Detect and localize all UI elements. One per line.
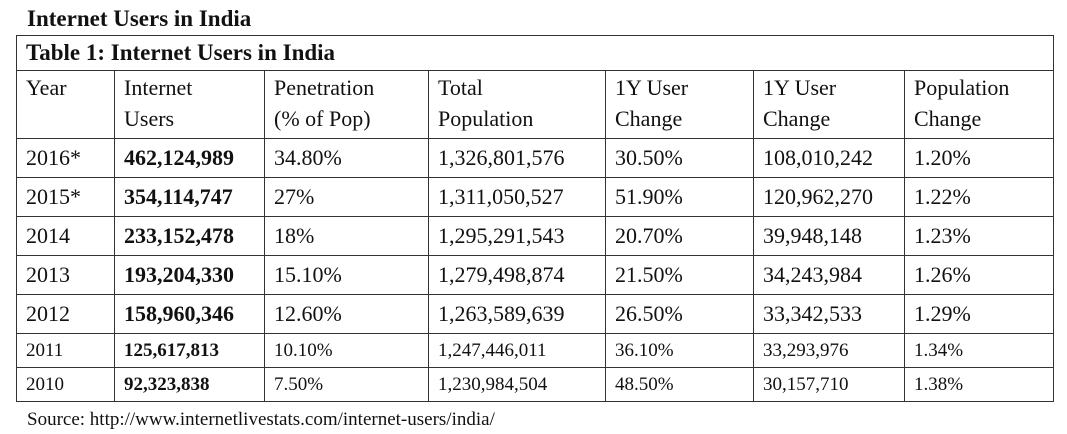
cell-user-change-pct: 48.50% — [605, 367, 754, 402]
cell-year: 2014 — [16, 216, 115, 256]
cell-user-change-pct: 30.50% — [605, 138, 754, 178]
cell-user-change-pct: 26.50% — [605, 294, 754, 334]
cell-user-change: 33,342,533 — [753, 294, 905, 334]
cell-internet-users: 462,124,989 — [114, 138, 265, 178]
cell-year: 2012 — [16, 294, 115, 334]
cell-total-population: 1,247,446,011 — [428, 333, 606, 368]
column-header-total-population: Total Population — [428, 70, 606, 139]
table-row: 2013 193,204,330 15.10% 1,279,498,874 21.50%… — [16, 255, 1054, 295]
cell-population-change: 1.34% — [904, 333, 1054, 368]
cell-internet-users: 193,204,330 — [114, 255, 265, 295]
cell-population-change: 1.23% — [904, 216, 1054, 256]
column-header-population-change: Population Change — [904, 70, 1054, 139]
cell-internet-users: 158,960,346 — [114, 294, 265, 334]
cell-population-change: 1.29% — [904, 294, 1054, 334]
cell-total-population: 1,263,589,639 — [428, 294, 606, 334]
cell-year: 2011 — [16, 333, 115, 368]
column-header-year: Year — [16, 70, 115, 139]
cell-user-change-pct: 51.90% — [605, 177, 754, 217]
column-header-internet-users: Internet Users — [114, 70, 265, 139]
cell-user-change: 120,962,270 — [753, 177, 905, 217]
cell-year: 2016* — [16, 138, 115, 178]
cell-population-change: 1.26% — [904, 255, 1054, 295]
cell-total-population: 1,279,498,874 — [428, 255, 606, 295]
cell-user-change: 30,157,710 — [753, 367, 905, 402]
table-caption-row: Table 1: Internet Users in India — [16, 35, 1054, 71]
cell-user-change: 108,010,242 — [753, 138, 905, 178]
column-header-1y-user-change-pct: 1Y User Change — [605, 70, 754, 139]
table-header-row: Year Internet Users Penetration (% of Pop)… — [16, 70, 1054, 139]
cell-total-population: 1,295,291,543 — [428, 216, 606, 256]
table-row: 2011 125,617,813 10.10% 1,247,446,011 36.10%… — [16, 333, 1054, 368]
table-row: 2014 233,152,478 18% 1,295,291,543 20.70% 39,… — [16, 216, 1054, 256]
document-title: Internet Users in India — [27, 6, 252, 31]
cell-internet-users: 354,114,747 — [114, 177, 265, 217]
table-body: 2016* 462,124,989 34.80% 1,326,801,576 30.50… — [16, 138, 1054, 402]
table-row: 2015* 354,114,747 27% 1,311,050,527 51.90% 12… — [16, 177, 1054, 217]
cell-user-change: 34,243,984 — [753, 255, 905, 295]
cell-year: 2013 — [16, 255, 115, 295]
cell-total-population: 1,311,050,527 — [428, 177, 606, 217]
cell-year: 2010 — [16, 367, 115, 402]
cell-internet-users: 233,152,478 — [114, 216, 265, 256]
internet-users-table: Table 1: Internet Users in India Year In… — [16, 35, 1054, 402]
cell-user-change-pct: 36.10% — [605, 333, 754, 368]
column-header-penetration: Penetration (% of Pop) — [264, 70, 429, 139]
cell-penetration: 12.60% — [264, 294, 429, 334]
cell-penetration: 15.10% — [264, 255, 429, 295]
table-caption: Table 1: Internet Users in India — [16, 35, 1054, 71]
cell-total-population: 1,326,801,576 — [428, 138, 606, 178]
column-header-1y-user-change: 1Y User Change — [753, 70, 905, 139]
cell-penetration: 7.50% — [264, 367, 429, 402]
cell-internet-users: 125,617,813 — [114, 333, 265, 368]
cell-penetration: 27% — [264, 177, 429, 217]
cell-penetration: 34.80% — [264, 138, 429, 178]
cell-population-change: 1.38% — [904, 367, 1054, 402]
table-row: 2016* 462,124,989 34.80% 1,326,801,576 30.50… — [16, 138, 1054, 178]
cell-population-change: 1.20% — [904, 138, 1054, 178]
cell-penetration: 18% — [264, 216, 429, 256]
cell-user-change: 33,293,976 — [753, 333, 905, 368]
cell-internet-users: 92,323,838 — [114, 367, 265, 402]
cell-user-change: 39,948,148 — [753, 216, 905, 256]
table-row: 2012 158,960,346 12.60% 1,263,589,639 26.50%… — [16, 294, 1054, 334]
cell-user-change-pct: 21.50% — [605, 255, 754, 295]
cell-penetration: 10.10% — [264, 333, 429, 368]
source-note: Source: http://www.internetlivestats.com… — [27, 409, 495, 430]
cell-total-population: 1,230,984,504 — [428, 367, 606, 402]
table-row: 2010 92,323,838 7.50% 1,230,984,504 48.50% 30… — [16, 367, 1054, 402]
cell-population-change: 1.22% — [904, 177, 1054, 217]
cell-year: 2015* — [16, 177, 115, 217]
cell-user-change-pct: 20.70% — [605, 216, 754, 256]
